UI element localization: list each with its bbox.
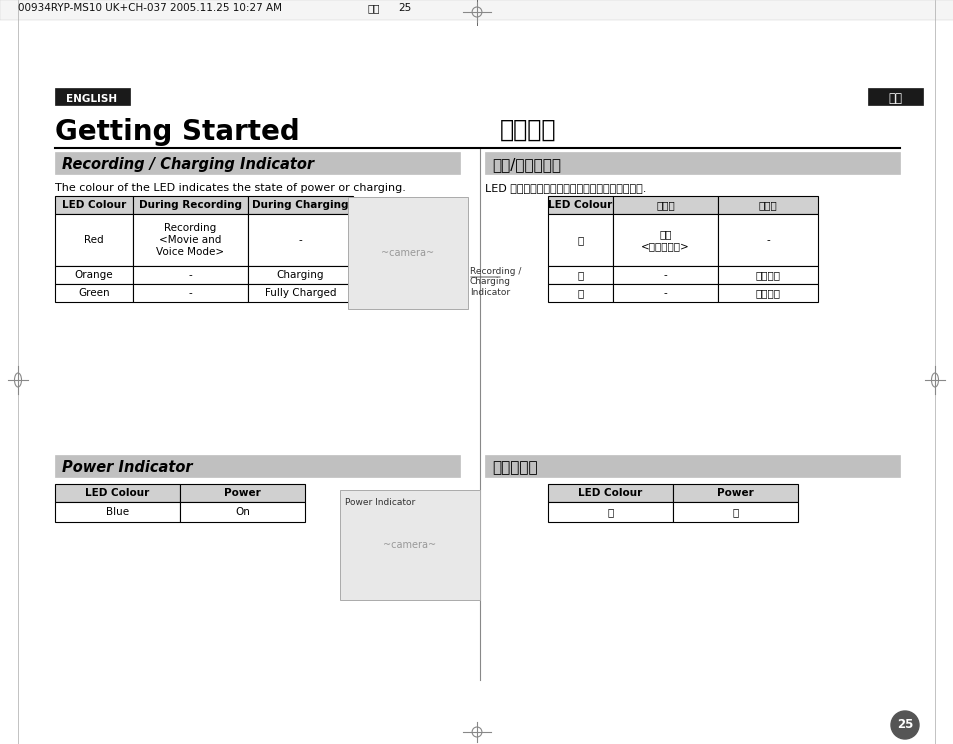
Bar [613,196,718,214]
Bar [55,152,459,174]
Text: 录制时: 录制时 [656,200,674,210]
Bar [248,266,353,284]
Bar [55,502,180,522]
Circle shape [890,711,918,739]
Bar [180,502,305,522]
Text: 录制
<影片或语音>: 录制 <影片或语音> [640,229,689,251]
Bar [718,266,817,284]
Text: LED Colour: LED Colour [85,488,150,498]
Text: During Recording: During Recording [139,200,242,210]
Text: 页面: 页面 [368,3,380,13]
Bar [613,266,718,284]
Text: Charging: Charging [276,270,324,280]
Text: -: - [663,270,667,280]
Text: Recording /
Charging
Indicator: Recording / Charging Indicator [470,267,521,297]
Bar [613,214,718,266]
Bar [547,484,672,502]
Bar [132,196,248,214]
Text: 橙: 橙 [577,270,583,280]
Bar [248,214,353,266]
Bar [348,197,468,309]
Bar [0,0,953,20]
Text: 充电完成: 充电完成 [755,288,780,298]
Bar [55,284,132,302]
Text: 充电时: 充电时 [758,200,777,210]
Bar [547,284,613,302]
Text: -: - [189,270,193,280]
Text: 开始使用: 开始使用 [499,118,556,142]
Bar [55,484,180,502]
Text: -: - [663,288,667,298]
Bar [484,152,899,174]
Bar [132,284,248,302]
Text: ~camera~: ~camera~ [381,248,435,258]
Text: Power: Power [224,488,260,498]
Text: 红: 红 [577,235,583,245]
Bar [248,196,353,214]
Text: 绳: 绳 [577,288,583,298]
Text: 开: 开 [732,507,738,517]
Text: Orange: Orange [74,270,113,280]
Bar [248,284,353,302]
Text: LED Colour: LED Colour [62,200,126,210]
Bar [339,490,479,600]
Bar [484,455,899,477]
Text: 25: 25 [896,719,912,731]
Text: Power: Power [717,488,753,498]
Bar [55,196,132,214]
Text: 正在充电: 正在充电 [755,270,780,280]
Text: Fully Charged: Fully Charged [265,288,335,298]
Text: Power Indicator: Power Indicator [345,498,415,507]
Bar [55,214,132,266]
Bar [672,484,797,502]
Text: Blue: Blue [106,507,129,517]
Bar [613,284,718,302]
Text: On: On [234,507,250,517]
Text: 中文: 中文 [887,92,901,106]
Bar [547,196,613,214]
Bar [55,455,459,477]
Bar [55,88,130,105]
Text: Getting Started: Getting Started [55,118,299,146]
Bar [718,284,817,302]
Text: ENGLISH: ENGLISH [67,94,117,104]
Text: -: - [189,288,193,298]
Text: Power Indicator: Power Indicator [62,460,193,475]
Text: ~camera~: ~camera~ [383,540,436,550]
Bar [132,214,248,266]
Bar [547,502,672,522]
Bar [547,266,613,284]
Text: 录制/充电指示灯: 录制/充电指示灯 [492,157,560,172]
Bar [547,214,613,266]
Bar [132,266,248,284]
Text: Recording / Charging Indicator: Recording / Charging Indicator [62,157,314,172]
Bar [180,484,305,502]
Bar [672,502,797,522]
Bar [718,196,817,214]
Text: -: - [298,235,302,245]
Text: 绳: 绳 [607,507,613,517]
Bar [55,266,132,284]
Text: 电源指示灯: 电源指示灯 [492,460,537,475]
Text: LED Colour: LED Colour [578,488,642,498]
Text: 00934RYP-MS10 UK+CH-037 2005.11.25 10:27 AM: 00934RYP-MS10 UK+CH-037 2005.11.25 10:27… [18,3,288,13]
Text: Green: Green [78,288,110,298]
Bar [718,214,817,266]
Text: Red: Red [84,235,104,245]
Text: Recording
<Movie and
Voice Mode>: Recording <Movie and Voice Mode> [156,223,224,257]
Text: LED Colour: LED Colour [548,200,612,210]
Text: 25: 25 [397,3,411,13]
Text: -: - [765,235,769,245]
Text: During Charging: During Charging [252,200,349,210]
Text: LED 指示灯的颜色表示电源或充电过程的不同状态.: LED 指示灯的颜色表示电源或充电过程的不同状态. [484,183,646,193]
Bar [867,88,923,105]
Text: The colour of the LED indicates the state of power or charging.: The colour of the LED indicates the stat… [55,183,405,193]
